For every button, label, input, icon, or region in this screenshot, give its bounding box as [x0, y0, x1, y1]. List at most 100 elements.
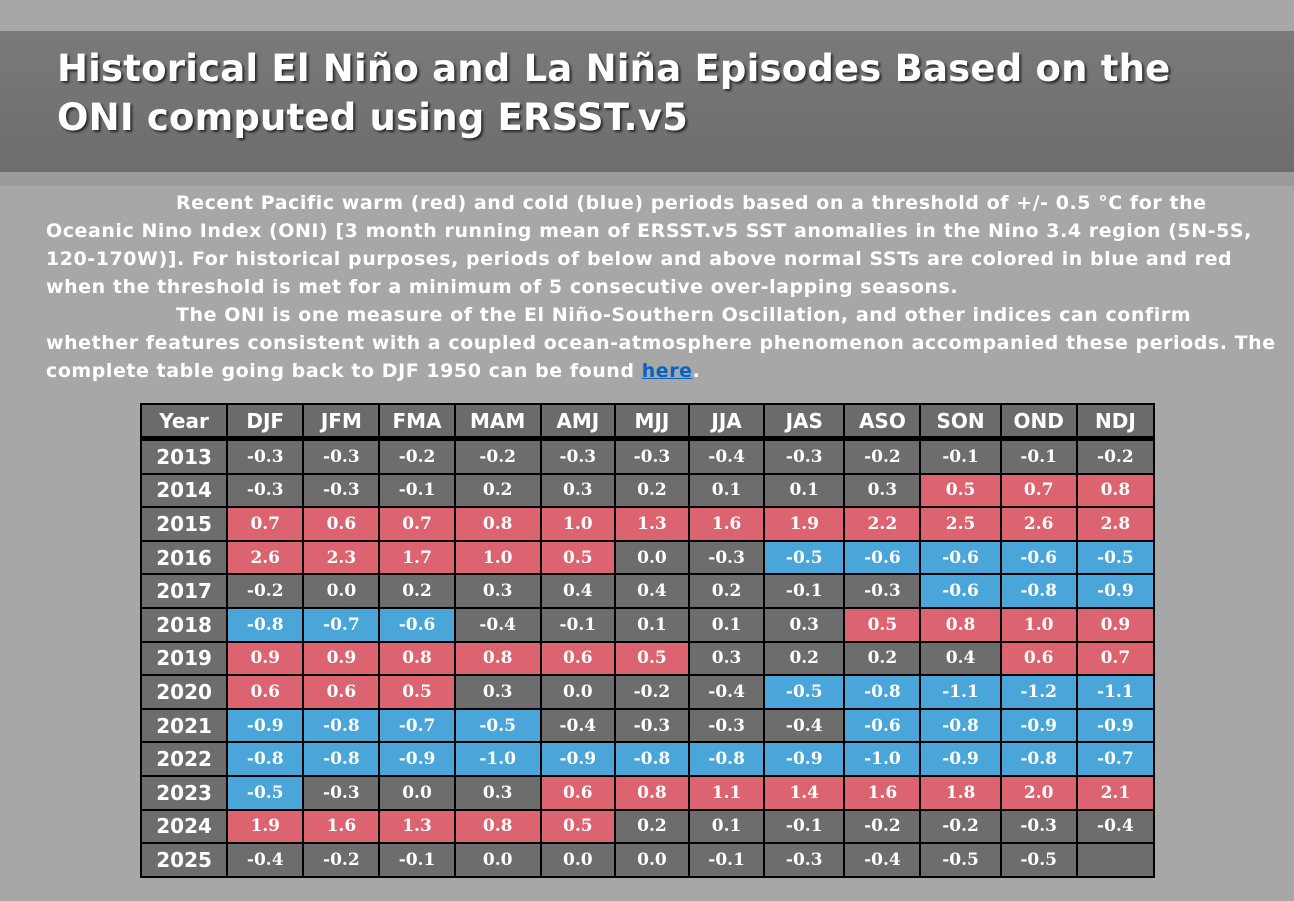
oni-value-cell: -0.8: [613, 741, 691, 777]
oni-value-cell: -1.2: [999, 674, 1078, 710]
oni-value-cell: -0.1: [763, 808, 846, 845]
oni-value-cell: 0.8: [378, 640, 456, 677]
oni-value-cell: -0.6: [843, 539, 922, 576]
year-cell: 2021: [139, 707, 229, 744]
oni-value-cell: 1.9: [226, 808, 305, 845]
oni-value-cell: 0.9: [1075, 606, 1156, 643]
oni-value-cell: 1.0: [453, 539, 542, 576]
oni-value-cell: 0.6: [226, 674, 305, 710]
column-header-ond: OND: [999, 403, 1078, 441]
table-row: 2023 -0.5 -0.3 0.0 0.3 0.6 0.8 1.1 1.4 1.6 1.8 2.0 2…: [139, 774, 1156, 811]
oni-value-cell: 0.6: [539, 640, 616, 677]
oni-value-cell: -0.9: [763, 741, 846, 777]
oni-value-cell: -0.8: [302, 707, 381, 744]
oni-value-cell: -0.4: [226, 842, 305, 878]
table-row: 2022 -0.8 -0.8 -0.9 -1.0 -0.9 -0.8 -0.8 -0.9 -1.0…: [139, 741, 1156, 777]
oni-value-cell: -0.1: [999, 437, 1078, 475]
oni-value-cell: -0.4: [453, 606, 542, 643]
oni-value-cell: 0.9: [226, 640, 305, 677]
oni-value-cell: -0.9: [999, 707, 1078, 744]
oni-value-cell: 0.1: [688, 472, 766, 509]
oni-value-cell: -0.3: [302, 472, 381, 509]
oni-value-cell: 0.2: [843, 640, 922, 677]
divider-band: [0, 172, 1294, 186]
paragraph-2-text: The ONI is one measure of the El Niño-So…: [46, 304, 1276, 382]
year-cell: 2025: [139, 842, 229, 878]
oni-value-cell: 0.0: [539, 674, 616, 710]
oni-value-cell: 2.1: [1075, 774, 1156, 811]
oni-value-cell: -0.1: [763, 573, 846, 609]
table-row: 2018 -0.8 -0.7 -0.6 -0.4 -0.1 0.1 0.1 0.3 0.5 0.8 1…: [139, 606, 1156, 643]
oni-value-cell: 0.9: [302, 640, 381, 677]
oni-value-cell: 0.7: [999, 472, 1078, 509]
oni-value-cell: 1.0: [999, 606, 1078, 643]
oni-value-cell: 0.1: [688, 808, 766, 845]
column-header-fma: FMA: [378, 403, 456, 441]
oni-value-cell: -0.2: [919, 808, 1002, 845]
oni-value-cell: -0.2: [378, 437, 456, 475]
year-cell: 2015: [139, 506, 229, 542]
oni-value-cell: 1.7: [378, 539, 456, 576]
oni-value-cell: -0.7: [302, 606, 381, 643]
oni-value-cell: 2.8: [1075, 506, 1156, 542]
oni-value-cell: 0.6: [302, 674, 381, 710]
oni-value-cell: -0.4: [763, 707, 846, 744]
oni-value-cell: -0.8: [226, 741, 305, 777]
oni-value-cell: -0.3: [763, 437, 846, 475]
year-cell: 2022: [139, 741, 229, 777]
oni-value-cell: 0.8: [919, 606, 1002, 643]
column-header-mam: MAM: [453, 403, 542, 441]
oni-value-cell: -0.2: [1075, 437, 1156, 475]
oni-value-cell: 0.2: [378, 573, 456, 609]
oni-value-cell: -0.5: [763, 674, 846, 710]
oni-value-cell: -1.1: [1075, 674, 1156, 710]
oni-value-cell: -0.8: [999, 573, 1078, 609]
oni-value-cell: -0.7: [378, 707, 456, 744]
oni-value-cell: 0.0: [453, 842, 542, 878]
oni-value-cell: 0.7: [378, 506, 456, 542]
oni-value-cell: -0.6: [843, 707, 922, 744]
oni-value-cell: 0.3: [539, 472, 616, 509]
oni-value-cell: 1.3: [613, 506, 691, 542]
oni-value-cell: -0.6: [919, 573, 1002, 609]
oni-value-cell: 1.3: [378, 808, 456, 845]
oni-value-cell: 0.8: [1075, 472, 1156, 509]
oni-value-cell: 0.5: [613, 640, 691, 677]
oni-value-cell: -0.5: [919, 842, 1002, 878]
oni-value-cell: 0.4: [919, 640, 1002, 677]
oni-value-cell: -0.2: [226, 573, 305, 609]
oni-value-cell: 0.7: [1075, 640, 1156, 677]
empty-cell: [1075, 842, 1156, 878]
oni-value-cell: -0.5: [999, 842, 1078, 878]
oni-value-cell: 0.1: [763, 472, 846, 509]
oni-value-cell: -0.8: [919, 707, 1002, 744]
oni-value-cell: 0.6: [302, 506, 381, 542]
oni-value-cell: 0.3: [763, 606, 846, 643]
oni-value-cell: 0.8: [613, 774, 691, 811]
year-cell: 2024: [139, 808, 229, 845]
oni-value-cell: -0.3: [539, 437, 616, 475]
oni-value-cell: -0.1: [378, 842, 456, 878]
title-line-2: ONI computed using ERSST.v5: [57, 96, 689, 139]
oni-value-cell: -0.8: [999, 741, 1078, 777]
oni-value-cell: 0.3: [688, 640, 766, 677]
column-header-jas: JAS: [763, 403, 846, 441]
oni-value-cell: -0.2: [613, 674, 691, 710]
oni-value-cell: -0.9: [1075, 707, 1156, 744]
oni-value-cell: -0.5: [763, 539, 846, 576]
oni-value-cell: -0.5: [226, 774, 305, 811]
oni-value-cell: -0.4: [539, 707, 616, 744]
oni-value-cell: 0.0: [378, 774, 456, 811]
oni-table: Year DJF JFM FMA MAM AMJ MJJ JJA JAS ASO SON OND NDJ…: [139, 403, 1156, 878]
oni-value-cell: -0.7: [1075, 741, 1156, 777]
column-header-son: SON: [919, 403, 1002, 441]
oni-value-cell: -1.1: [919, 674, 1002, 710]
table-row: 2013 -0.3 -0.3 -0.2 -0.2 -0.3 -0.3 -0.4 -0.3 -0.2…: [139, 437, 1156, 475]
year-cell: 2016: [139, 539, 229, 576]
table-row: 2015 0.7 0.6 0.7 0.8 1.0 1.3 1.6 1.9 2.2 2.5 2.6 2.8: [139, 506, 1156, 542]
oni-value-cell: 1.6: [843, 774, 922, 811]
paragraph-1: Recent Pacific warm (red) and cold (blue…: [46, 192, 1252, 298]
column-header-mjj: MJJ: [613, 403, 691, 441]
here-link[interactable]: here: [641, 360, 693, 382]
oni-value-cell: -0.8: [688, 741, 766, 777]
